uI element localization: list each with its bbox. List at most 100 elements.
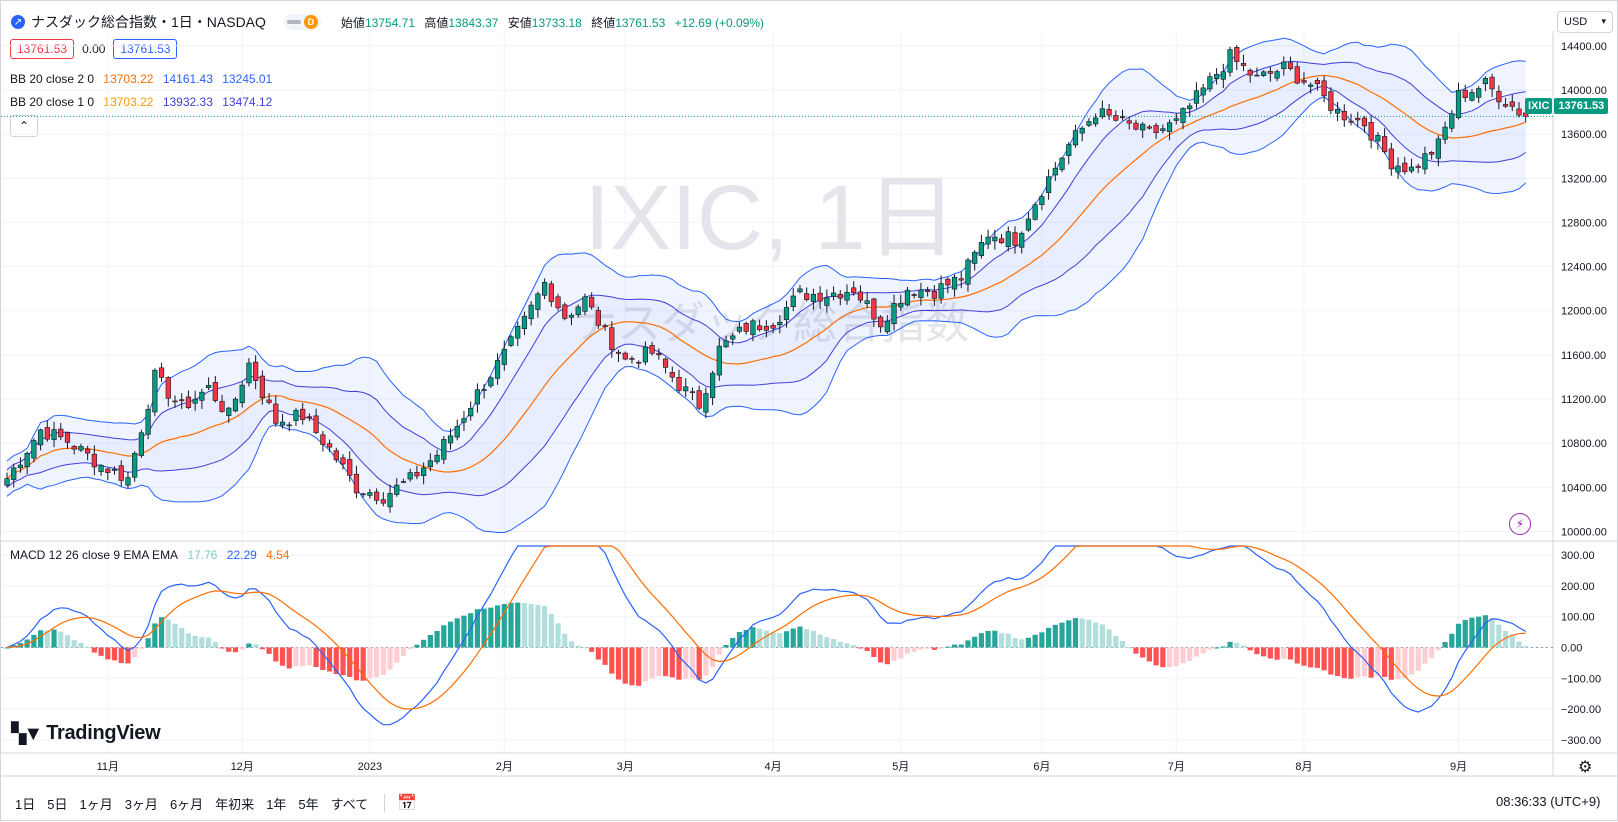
macd-histogram-bar	[945, 646, 951, 648]
gear-icon[interactable]: ⚙	[1578, 759, 1593, 776]
macd-legend[interactable]: MACD 12 26 close 9 EMA EMA 17.76 22.29 4…	[10, 548, 296, 562]
candle-body	[730, 335, 736, 340]
candle-body	[111, 468, 118, 471]
candle-body	[797, 288, 803, 293]
candle-body	[266, 399, 272, 403]
timeframe-6m[interactable]: 6ヶ月	[169, 796, 204, 812]
bb2-legend[interactable]: BB 20 close 2 0 13703.22 14161.43 13245.…	[10, 72, 278, 86]
candle-body	[1160, 128, 1166, 132]
candle-body	[494, 360, 501, 379]
timeframe-1d[interactable]: 1日	[15, 796, 36, 812]
macd-histogram-bar	[710, 647, 716, 668]
candle-body	[1287, 62, 1294, 69]
timeframe-ytd[interactable]: 年初来	[215, 796, 255, 812]
macd-histogram-bar	[454, 618, 460, 648]
symbol-title[interactable]: ナスダック総合指数・1日・NASDAQ	[31, 14, 266, 30]
candle-body	[1126, 120, 1132, 124]
candle-body	[1294, 66, 1300, 84]
timeframe-3m[interactable]: 3ヶ月	[124, 796, 158, 812]
candle-body	[105, 468, 111, 473]
macd-line-value: 22.29	[226, 548, 257, 562]
candle-body	[891, 302, 897, 325]
macd-histogram-bar	[1240, 645, 1247, 648]
last-price-tag: IXIC 13761.53	[1525, 98, 1609, 114]
macd-axis-label: 200.00	[1561, 581, 1595, 593]
candle-body	[1059, 157, 1065, 170]
macd-histogram-bar	[1287, 647, 1294, 660]
macd-histogram-bar	[615, 647, 622, 680]
macd-histogram-bar	[582, 647, 588, 649]
timeframe-1y[interactable]: 1年	[266, 796, 287, 812]
candle-body	[743, 323, 749, 332]
tradingview-logo[interactable]: ▚▼ TradingView	[11, 721, 161, 746]
macd-histogram-bar	[360, 647, 366, 681]
macd-histogram-bar	[206, 637, 212, 648]
macd-histogram-bar	[1106, 629, 1112, 648]
candle-body	[804, 293, 810, 300]
macd-histogram-bar	[642, 647, 648, 682]
macd-histogram-bar	[98, 647, 104, 656]
time-axis-label: 2023	[358, 761, 382, 773]
macd-histogram-bar	[179, 627, 185, 648]
macd-histogram-bar	[1442, 642, 1448, 648]
candle-body	[757, 325, 763, 330]
macd-histogram-bar	[898, 647, 904, 659]
bb2-fill	[7, 38, 1526, 533]
bb1-legend[interactable]: BB 20 close 1 0 13703.22 13932.33 13474.…	[10, 95, 278, 109]
macd-histogram-bar	[568, 641, 575, 648]
macd-histogram-bar	[58, 631, 64, 648]
clock[interactable]: 08:36:33 (UTC+9)	[1496, 794, 1601, 809]
candle-body	[864, 300, 870, 304]
collapse-legend-button[interactable]: ⌃	[10, 115, 38, 137]
currency-select[interactable]: USD ▾	[1557, 11, 1613, 33]
candle-body	[938, 283, 944, 299]
macd-histogram-bar	[790, 628, 796, 648]
candle-body	[972, 251, 978, 264]
candle-body	[1281, 61, 1287, 69]
candle-body	[1012, 232, 1018, 246]
macd-histogram-bar	[1032, 634, 1038, 648]
macd-histogram-bar	[38, 630, 44, 648]
macd-histogram-bar	[844, 643, 850, 648]
macd-histogram-bar	[434, 630, 440, 648]
time-axis-label: 3月	[617, 761, 634, 773]
candle-body	[1240, 63, 1247, 66]
timeframe-1m[interactable]: 1ヶ月	[79, 796, 113, 812]
timeframe-5y[interactable]: 5年	[298, 796, 319, 812]
candle-body	[192, 398, 198, 404]
candle-body	[709, 372, 716, 398]
macd-histogram-bar	[71, 639, 77, 648]
macd-histogram-bar	[770, 632, 776, 648]
candle-body	[622, 352, 628, 360]
macd-histogram-bar	[306, 647, 312, 666]
timeframe-all[interactable]: すべて	[330, 796, 369, 812]
macd-histogram-bar	[347, 647, 353, 677]
candle-body	[562, 304, 568, 319]
candle-body	[78, 446, 84, 451]
macd-histogram-bar	[622, 647, 628, 684]
macd-histogram-bar	[1187, 647, 1193, 661]
candle-body	[1220, 71, 1226, 80]
interval-toggle[interactable]: D	[283, 14, 321, 30]
symbol-logo-icon: ↗	[11, 15, 25, 29]
candle-body	[978, 242, 984, 256]
macd-histogram-bar	[1012, 638, 1018, 648]
date-range-icon[interactable]: 📅	[397, 795, 418, 812]
macd-histogram-bar	[1079, 618, 1085, 648]
candle-body	[172, 400, 178, 403]
candle-body	[1382, 136, 1388, 153]
macd-histogram-bar	[676, 647, 682, 680]
macd-histogram-bar	[266, 647, 272, 654]
candle-body	[286, 424, 292, 427]
lightning-icon[interactable]: ⚡	[1509, 513, 1531, 535]
timeframe-5d[interactable]: 5日	[47, 796, 68, 812]
bb2-lower-line	[6, 96, 1527, 533]
bb2-upper: 14161.43	[162, 72, 213, 86]
macd-histogram-bar	[1334, 647, 1341, 676]
macd-histogram-bar	[985, 630, 991, 648]
candle-body	[649, 345, 655, 354]
macd-histogram-bar	[78, 642, 84, 648]
candle-body	[1193, 90, 1200, 104]
macd-histogram-bar	[575, 645, 581, 648]
